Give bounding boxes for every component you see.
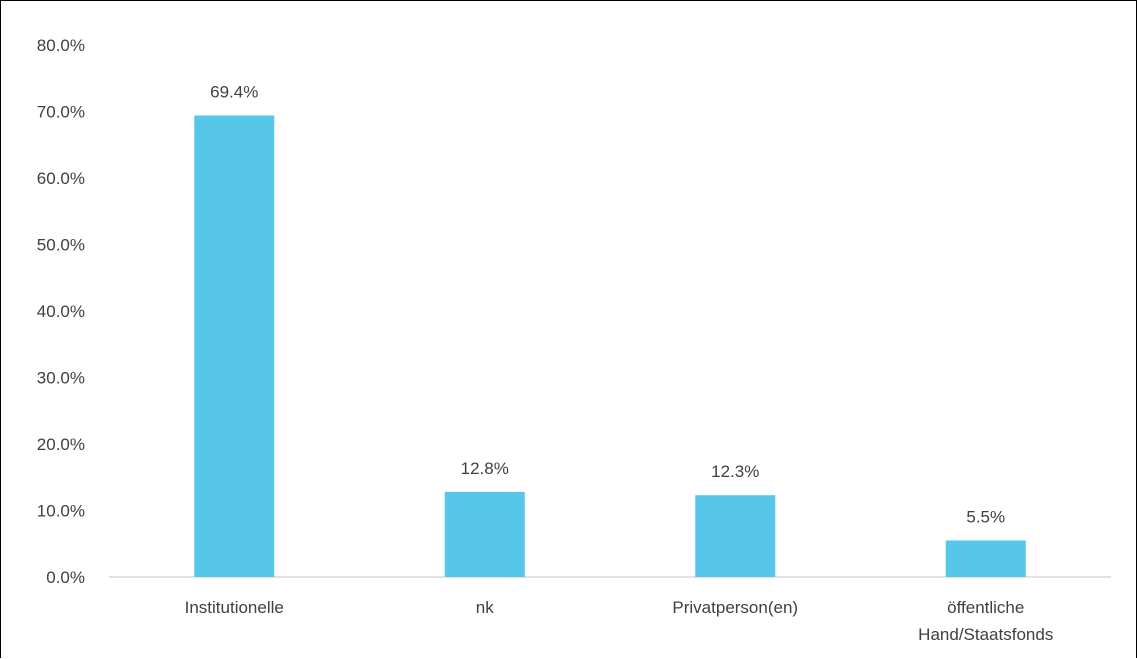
y-tick-label: 80.0%	[37, 36, 85, 55]
y-tick-label: 50.0%	[37, 236, 85, 255]
category-label: nk	[476, 598, 494, 617]
bars	[194, 115, 1026, 578]
y-tick-label: 40.0%	[37, 302, 85, 321]
y-tick-label: 10.0%	[37, 502, 85, 521]
category-label: öffentliche Hand/Staatsfonds	[918, 598, 1053, 644]
category-labels: Institutionelle nk Privatperson(en) öffentl…	[185, 598, 1054, 644]
category-label-line: Institutionelle	[185, 598, 284, 617]
category-label-line: Privatperson(en)	[672, 598, 798, 617]
category-label-line: Hand/Staatsfonds	[918, 625, 1053, 644]
category-label-line: öffentliche	[947, 598, 1024, 617]
bar	[444, 491, 525, 577]
data-label: 12.3%	[711, 462, 759, 481]
data-label: 12.8%	[461, 459, 509, 478]
y-axis-ticks: 0.0% 10.0% 20.0% 30.0% 40.0% 50.0% 60.0% 70.0% 8…	[37, 36, 85, 587]
y-tick-label: 0.0%	[46, 568, 85, 587]
data-label: 5.5%	[966, 507, 1005, 526]
y-tick-label: 70.0%	[37, 103, 85, 122]
y-tick-label: 20.0%	[37, 435, 85, 454]
y-tick-label: 60.0%	[37, 169, 85, 188]
category-label: Institutionelle	[185, 598, 284, 617]
bar	[945, 540, 1026, 577]
data-labels: 69.4% 12.8% 12.3% 5.5%	[210, 82, 1005, 526]
category-label-line: nk	[476, 598, 494, 617]
bar	[695, 495, 776, 577]
category-label: Privatperson(en)	[672, 598, 798, 617]
bar	[194, 115, 275, 578]
y-tick-label: 30.0%	[37, 369, 85, 388]
data-label: 69.4%	[210, 82, 258, 101]
